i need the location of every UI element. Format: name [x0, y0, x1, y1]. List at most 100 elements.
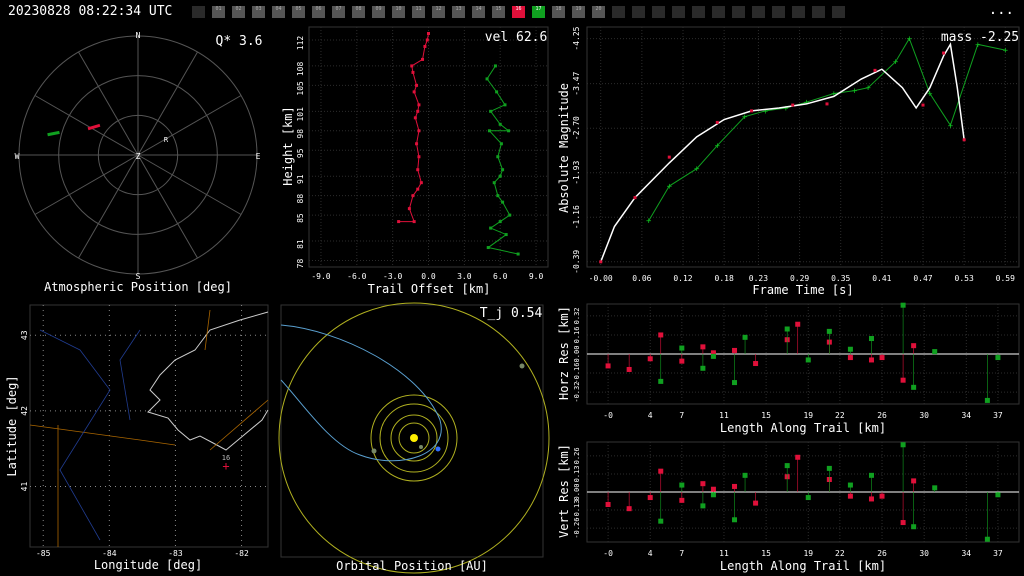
geo-border-1 — [29, 424, 176, 446]
vert-xlabel: Length Along Trail [km] — [720, 559, 886, 573]
height-point-red-12 — [417, 103, 421, 107]
camera-empty[interactable] — [612, 6, 625, 18]
camera-empty[interactable] — [652, 6, 665, 18]
height-ytick-10: 112 — [296, 36, 305, 51]
vert-point-red-10 — [795, 454, 801, 460]
height-point-green-11 — [496, 155, 500, 159]
orbit-planet-2 — [379, 403, 449, 473]
geo-meteor-id: 16 — [222, 454, 230, 462]
orbit-planet-3 — [370, 394, 458, 482]
camera-20[interactable]: 20 — [592, 6, 605, 18]
mag-point-red-4 — [750, 109, 754, 113]
horz-point-red-7 — [732, 347, 738, 353]
camera-06[interactable]: 06 — [312, 6, 325, 18]
camera-empty[interactable] — [832, 6, 845, 18]
camera-empty[interactable] — [712, 6, 725, 18]
height-ytick-8: 105 — [296, 81, 305, 96]
horz-point-green-11 — [900, 302, 906, 308]
vert-point-green-12 — [911, 524, 917, 530]
mag-point-green-16: + — [1003, 46, 1009, 56]
vert-xtick-2: 7 — [679, 549, 684, 558]
sky-radiant-label: R — [164, 136, 169, 144]
camera-02[interactable]: 02 — [232, 6, 245, 18]
camera-16[interactable]: 16 — [512, 6, 525, 18]
vert-point-green-15 — [995, 492, 1001, 498]
vert-xtick-5: 19 — [803, 549, 813, 558]
camera-empty[interactable] — [632, 6, 645, 18]
horz-point-red-14 — [879, 355, 885, 361]
mag-ytick-3: -2.70 — [572, 116, 581, 140]
horz-point-green-2 — [700, 365, 706, 371]
horz-point-green-10 — [868, 336, 874, 342]
height-point-red-4 — [416, 187, 420, 191]
horz-xtick-5: 19 — [803, 411, 813, 420]
horz-point-green-5 — [742, 334, 748, 340]
horz-point-green-3 — [710, 353, 716, 359]
vert-ytick-4: 0.26 — [573, 447, 581, 464]
camera-17[interactable]: 17 — [532, 6, 545, 18]
camera-empty[interactable] — [692, 6, 705, 18]
orbit-meteoroid-path — [280, 324, 442, 462]
vert-point-red-5 — [700, 481, 706, 487]
camera-03[interactable]: 03 — [252, 6, 265, 18]
mag-point-green-1: + — [667, 182, 673, 192]
more-menu-button[interactable]: ... — [988, 2, 1014, 18]
mag-point-red-0 — [599, 260, 603, 264]
planet-marker-2 — [519, 363, 525, 369]
height-point-green-10 — [501, 168, 505, 172]
vert-point-red-8 — [753, 500, 759, 506]
height-xtick-6: 9.0 — [529, 272, 544, 281]
vert-xtick-1: 4 — [648, 549, 653, 558]
horz-ytick-0: -0.32 — [573, 382, 581, 403]
vert-point-green-7 — [805, 495, 811, 501]
mag-ytick-1: -1.16 — [572, 205, 581, 229]
camera-04[interactable]: 04 — [272, 6, 285, 18]
camera-empty[interactable] — [192, 6, 205, 18]
camera-empty[interactable] — [672, 6, 685, 18]
vert-point-green-3 — [710, 492, 716, 498]
height-xtick-5: 6.0 — [493, 272, 508, 281]
camera-10[interactable]: 10 — [392, 6, 405, 18]
horz-point-red-15 — [900, 377, 906, 383]
orbit-planet-1 — [390, 414, 438, 462]
camera-empty[interactable] — [812, 6, 825, 18]
camera-19[interactable]: 19 — [572, 6, 585, 18]
horz-xtick-10: 37 — [993, 411, 1003, 420]
camera-05[interactable]: 05 — [292, 6, 305, 18]
camera-11[interactable]: 11 — [412, 6, 425, 18]
camera-empty[interactable] — [752, 6, 765, 18]
sun-icon — [410, 434, 418, 442]
height-point-green-4 — [498, 220, 502, 224]
camera-18[interactable]: 18 — [552, 6, 565, 18]
orbit-outer-planet — [278, 302, 550, 574]
height-point-green-9 — [498, 174, 502, 178]
horz-point-red-13 — [868, 357, 874, 363]
camera-09[interactable]: 09 — [372, 6, 385, 18]
height-point-red-0 — [397, 220, 401, 224]
camera-empty[interactable] — [732, 6, 745, 18]
vert-xtick-8: 30 — [919, 549, 929, 558]
vert-point-red-6 — [710, 486, 716, 492]
vert-point-green-6 — [784, 463, 790, 469]
horz-point-green-0 — [658, 378, 664, 384]
horz-point-green-7 — [805, 357, 811, 363]
mag-point-red-1 — [633, 196, 637, 200]
camera-empty[interactable] — [792, 6, 805, 18]
mag-point-red-10 — [962, 138, 966, 142]
camera-13[interactable]: 13 — [452, 6, 465, 18]
orbit-tj-label: T_j 0.54 — [480, 306, 543, 321]
height-point-green-15 — [498, 122, 502, 126]
camera-empty[interactable] — [772, 6, 785, 18]
camera-12[interactable]: 12 — [432, 6, 445, 18]
horz-xtick-0: -0 — [603, 411, 613, 420]
camera-15[interactable]: 15 — [492, 6, 505, 18]
height-line-green — [486, 65, 519, 255]
camera-14[interactable]: 14 — [472, 6, 485, 18]
camera-01[interactable]: 01 — [212, 6, 225, 18]
vert-point-green-13 — [932, 485, 938, 491]
camera-07[interactable]: 07 — [332, 6, 345, 18]
vert-point-green-1 — [679, 482, 685, 488]
camera-08[interactable]: 08 — [352, 6, 365, 18]
height-ylabel: Height [km] — [281, 106, 295, 185]
